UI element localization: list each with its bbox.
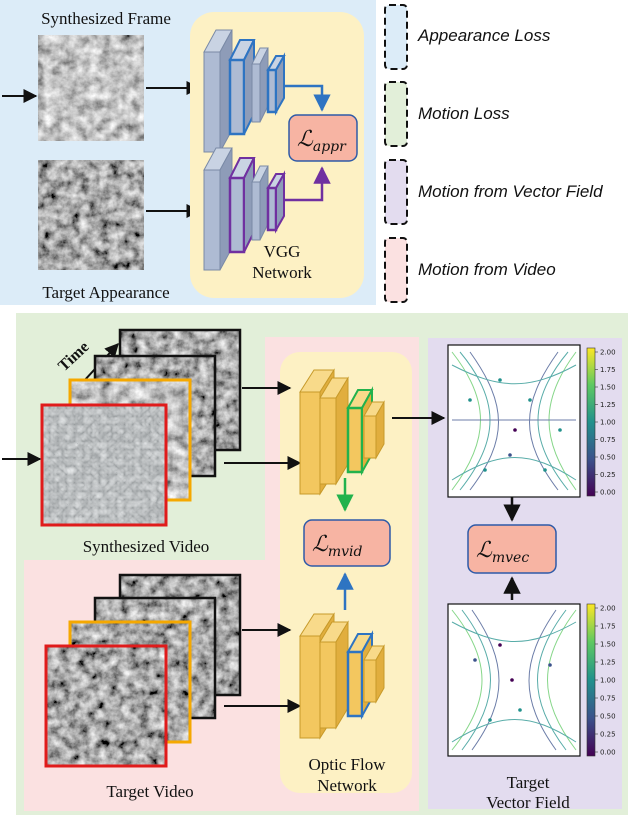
synth-frame-image: [38, 35, 144, 141]
loss-mvid-symbol: ℒ: [312, 532, 329, 557]
colorbar-top-tick-label: 2.00: [600, 349, 616, 357]
target-appearance-image: [38, 160, 144, 270]
colorbar-top-tick-label: 1.75: [600, 366, 616, 374]
legend-swatch-motion: [385, 82, 407, 146]
colorbar-top-tick-label: 0.50: [600, 454, 616, 462]
colorbar-bottom-tick-label: 1.75: [600, 623, 616, 631]
motion-panel: Time Synthesized Video Target Video: [2, 313, 628, 815]
colorbar-bottom-tick-label: 0.00: [600, 749, 616, 757]
colorbar-bottom-tick-label: 1.00: [600, 677, 616, 685]
synth-video-frame-1: [42, 405, 166, 525]
loss-mvid-box: ℒmvid: [304, 520, 390, 566]
colorbar-top-tick-label: 0.00: [600, 489, 616, 497]
legend-swatch-appearance: [385, 5, 407, 69]
colorbar-bottom-tick-label: 0.50: [600, 713, 616, 721]
loss-mvid-subscript: mvid: [328, 544, 363, 560]
appearance-panel: Synthesized Frame Target Appearance: [0, 0, 376, 305]
loss-mvec-box: ℒmvec: [468, 525, 556, 573]
vector-field-plot-top: 2.00 1.75 1.50 1.25 1.00 0.75 0.50 0.25 0.00: [448, 345, 616, 497]
loss-appr-subscript: appr: [313, 139, 347, 155]
loss-mvec-symbol: ℒ: [476, 538, 493, 563]
target-field-label-line2: Vector Field: [486, 793, 570, 812]
legend-swatch-video: [385, 238, 407, 302]
target-field-label-line1: Target: [507, 773, 550, 792]
vgg-label-line2: Network: [252, 263, 312, 282]
synth-frame-label: Synthesized Frame: [41, 9, 171, 28]
loss-appr-symbol: ℒ: [297, 127, 314, 152]
legend: Appearance Loss Motion Loss Motion from …: [385, 5, 603, 302]
colorbar-bottom: [587, 604, 595, 756]
colorbar-bottom-tick-label: 1.25: [600, 659, 616, 667]
loss-appr-box: ℒappr: [289, 115, 357, 161]
flow-label-line2: Network: [317, 776, 377, 795]
colorbar-top: [587, 348, 595, 496]
target-video-label: Target Video: [106, 782, 193, 801]
legend-label-appearance: Appearance Loss: [417, 26, 551, 45]
target-video-frame-1: [46, 646, 166, 766]
flow-label-line1: Optic Flow: [309, 755, 387, 774]
colorbar-bottom-tick-label: 1.50: [600, 641, 616, 649]
target-appearance-label: Target Appearance: [42, 283, 169, 302]
colorbar-top-tick-label: 1.00: [600, 419, 616, 427]
colorbar-top-tick-label: 1.25: [600, 401, 616, 409]
legend-label-motion: Motion Loss: [418, 104, 510, 123]
vector-field-plot-bottom: 2.00 1.75 1.50 1.25 1.00 0.75 0.50 0.25 0.00: [448, 604, 616, 757]
colorbar-top-tick-label: 1.50: [600, 384, 616, 392]
colorbar-top-tick-label: 0.75: [600, 436, 616, 444]
colorbar-bottom-tick-label: 2.00: [600, 605, 616, 613]
colorbar-bottom-tick-label: 0.75: [600, 695, 616, 703]
legend-swatch-vector-field: [385, 160, 407, 224]
colorbar-top-tick-label: 0.25: [600, 471, 616, 479]
loss-mvec-subscript: mvec: [492, 550, 529, 566]
vgg-label-line1: VGG: [264, 242, 301, 261]
legend-label-vector-field: Motion from Vector Field: [418, 182, 603, 201]
legend-label-video: Motion from Video: [418, 260, 556, 279]
synth-video-label: Synthesized Video: [83, 537, 210, 556]
colorbar-bottom-tick-label: 0.25: [600, 731, 616, 739]
